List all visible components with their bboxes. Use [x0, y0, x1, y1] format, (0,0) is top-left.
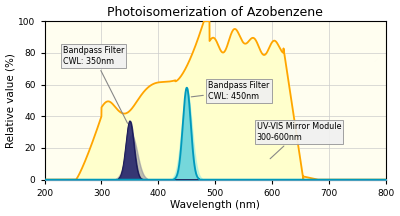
Y-axis label: Relative value (%): Relative value (%): [6, 53, 16, 148]
Text: Bandpass Filter
CWL: 350nm: Bandpass Filter CWL: 350nm: [63, 46, 128, 123]
Title: Photoisomerization of Azobenzene: Photoisomerization of Azobenzene: [107, 6, 323, 19]
Text: UV-VIS Mirror Module
300-600nm: UV-VIS Mirror Module 300-600nm: [257, 122, 341, 159]
X-axis label: Wavelength (nm): Wavelength (nm): [170, 200, 260, 210]
Text: Bandpass Filter
CWL: 450nm: Bandpass Filter CWL: 450nm: [191, 81, 270, 101]
